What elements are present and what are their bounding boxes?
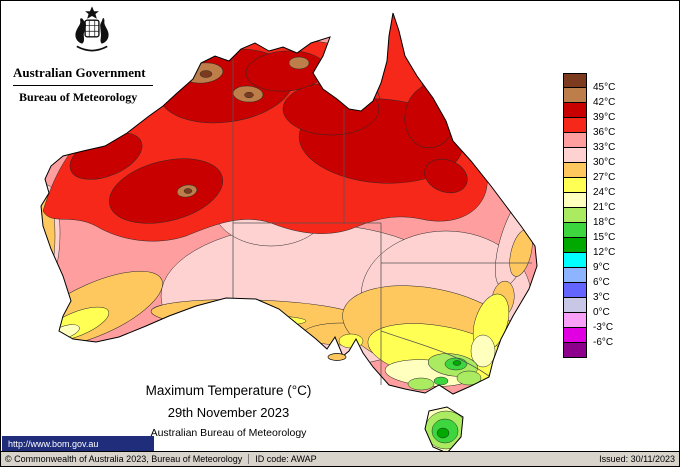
header-divider <box>13 85 153 86</box>
kangaroo-island <box>327 353 347 361</box>
government-title: Australian Government <box>13 65 146 80</box>
legend-swatch <box>563 88 587 103</box>
temperature-legend: 45°C 42°C 39°C 36°C 33°C 30°C 27°C 24°C 21°C 18°C… <box>563 73 615 358</box>
legend-entry: 33°C <box>563 133 615 153</box>
legend-label: 0°C <box>593 307 610 318</box>
copyright-text: © Commonwealth of Australia 2023, Bureau… <box>5 454 243 464</box>
legend-label: 3°C <box>593 292 610 303</box>
bureau-title: Bureau of Meteorology <box>19 90 138 104</box>
government-header: Australian Government Bureau of Meteorol… <box>13 5 171 105</box>
legend-swatch <box>563 208 587 223</box>
legend-entry: 24°C <box>563 178 615 198</box>
legend-swatch <box>563 328 587 343</box>
map-title: Maximum Temperature (°C) <box>145 383 312 398</box>
legend-entry: 0°C <box>563 298 610 318</box>
legend-entry: 36°C <box>563 118 615 138</box>
legend-swatch <box>563 238 587 253</box>
legend-label: 12°C <box>593 247 616 258</box>
tasmania-coastline <box>424 406 464 454</box>
legend-entry: -6°C <box>563 328 613 348</box>
footer-bar: © Commonwealth of Australia 2023, Bureau… <box>1 451 679 466</box>
legend-entry <box>563 343 587 358</box>
legend-entry: 42°C <box>563 88 615 108</box>
state-borders <box>232 59 532 385</box>
legend-swatch <box>563 223 587 238</box>
legend-label: 39°C <box>593 112 616 123</box>
legend-label: 42°C <box>593 97 616 108</box>
legend-swatch <box>563 298 587 313</box>
legend-swatch <box>563 268 587 283</box>
map-org: Australian Bureau of Meteorology <box>150 427 307 439</box>
legend-label: -6°C <box>593 337 614 348</box>
legend-swatch <box>563 283 587 298</box>
legend-label: 9°C <box>593 262 610 273</box>
legend-swatch <box>563 163 587 178</box>
map-date: 29th November 2023 <box>167 405 290 420</box>
bom-url: http://www.bom.gov.au <box>2 436 154 451</box>
legend-label: 36°C <box>593 127 616 138</box>
legend-entry: 18°C <box>563 208 615 228</box>
coat-of-arms-icon <box>75 6 109 52</box>
legend-label: 33°C <box>593 142 616 153</box>
legend-swatch <box>563 193 587 208</box>
legend-entry: -3°C <box>563 313 613 333</box>
legend-label: 30°C <box>593 157 616 168</box>
legend-swatch <box>563 133 587 148</box>
legend-swatch <box>563 343 587 358</box>
id-code: ID code: AWAP <box>255 454 317 464</box>
legend-swatch <box>563 118 587 133</box>
legend-entry: 39°C <box>563 103 615 123</box>
legend-label: 6°C <box>593 277 610 288</box>
issued-date: Issued: 30/11/2023 <box>599 454 675 464</box>
legend-swatch <box>563 148 587 163</box>
legend-entry: 45°C <box>563 73 615 93</box>
legend-swatch <box>563 253 587 268</box>
legend-label: 21°C <box>593 202 616 213</box>
legend-label: 18°C <box>593 217 616 228</box>
footer-divider <box>248 454 250 464</box>
legend-swatch <box>563 178 587 193</box>
legend-swatch <box>563 313 587 328</box>
legend-entry: 6°C <box>563 268 610 288</box>
legend-entry: 27°C <box>563 163 615 183</box>
legend-entry: 21°C <box>563 193 615 213</box>
legend-entry: 15°C <box>563 223 615 243</box>
legend-label: 27°C <box>593 172 616 183</box>
legend-entry: 30°C <box>563 148 615 168</box>
legend-label: 45°C <box>593 82 616 93</box>
legend-entry: 9°C <box>563 253 610 273</box>
legend-label: 15°C <box>593 232 616 243</box>
mainland-coastline <box>40 12 538 395</box>
legend-label: 24°C <box>593 187 616 198</box>
legend-swatch <box>563 103 587 118</box>
map-title-block: Maximum Temperature (°C) 29th November 2… <box>111 383 346 439</box>
legend-label: -3°C <box>593 322 614 333</box>
legend-entry: 12°C <box>563 238 615 258</box>
legend-entry: 3°C <box>563 283 610 303</box>
legend-swatch <box>563 73 587 88</box>
